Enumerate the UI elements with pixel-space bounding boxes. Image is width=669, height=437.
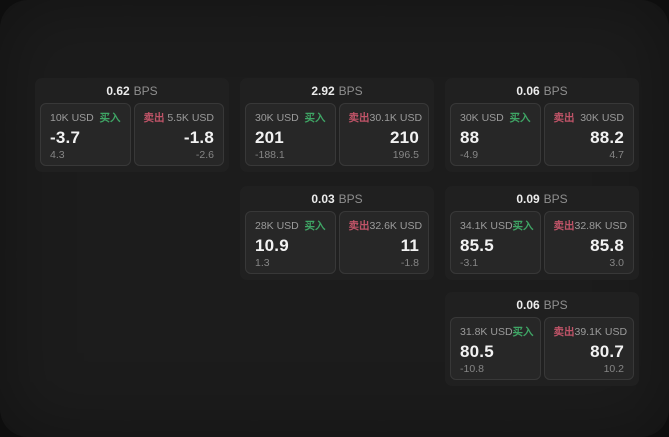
- buy-price-value: 10.9: [255, 235, 289, 255]
- buy-amount-label: 30K USD: [460, 112, 504, 124]
- sell-amount-label: 5.5K USD: [167, 112, 214, 124]
- buy-side-label: 买入: [304, 220, 326, 232]
- buy-change-value: -4.9: [460, 148, 479, 161]
- buy-side-label: 买入: [99, 112, 121, 124]
- sell-panel[interactable]: 卖出 32.8K USD 85.8 3.0: [543, 211, 634, 274]
- buy-panel[interactable]: 10K USD 买入 -3.7 4.3: [40, 103, 131, 166]
- bps-value: 0.03: [311, 191, 335, 206]
- sell-panel[interactable]: 卖出 30K USD 88.2 4.7: [543, 103, 634, 166]
- bps-unit-label: BPS: [543, 83, 568, 98]
- buy-change-value: -10.8: [460, 362, 484, 375]
- sell-price-value: -1.8: [183, 127, 214, 147]
- sell-price-value: 210: [390, 127, 419, 147]
- bps-unit-label: BPS: [543, 191, 568, 206]
- sell-panel[interactable]: 卖出 32.6K USD 11 -1.8: [338, 211, 429, 274]
- bps-value: 2.92: [311, 83, 335, 98]
- sell-side-label: 卖出: [348, 112, 370, 124]
- buy-change-value: -3.1: [460, 256, 479, 269]
- buy-amount-label: 28K USD: [255, 220, 299, 232]
- buy-panel[interactable]: 34.1K USD 买入 85.5 -3.1: [450, 211, 541, 274]
- sell-change-value: 3.0: [609, 256, 624, 269]
- quote-card-2: 2.92 BPS 30K USD 买入 201 -188.1 卖出 30.1K …: [240, 78, 434, 172]
- bps-unit-label: BPS: [543, 297, 568, 312]
- sell-change-value: 10.2: [603, 362, 624, 375]
- bps-unit-label: BPS: [338, 191, 363, 206]
- sell-panel[interactable]: 卖出 5.5K USD -1.8 -2.6: [133, 103, 224, 166]
- quote-card-5: 0.09 BPS 34.1K USD 买入 85.5 -3.1 卖出 32.8K…: [445, 186, 639, 280]
- buy-price-value: -3.7: [50, 127, 81, 147]
- sell-side-label: 卖出: [348, 220, 370, 232]
- sell-amount-label: 32.8K USD: [574, 220, 628, 232]
- bps-header: 0.09 BPS: [445, 186, 639, 211]
- bps-value: 0.62: [106, 83, 130, 98]
- sell-amount-label: 39.1K USD: [574, 326, 628, 338]
- sell-amount-label: 30.1K USD: [369, 112, 423, 124]
- bps-unit-label: BPS: [133, 83, 158, 98]
- sell-change-value: 4.7: [609, 148, 624, 161]
- buy-panel[interactable]: 30K USD 买入 201 -188.1: [245, 103, 336, 166]
- buy-panel[interactable]: 31.8K USD 买入 80.5 -10.8: [450, 317, 541, 380]
- sell-side-label: 卖出: [553, 326, 575, 338]
- bps-value: 0.06: [516, 83, 540, 98]
- buy-side-label: 买入: [512, 220, 534, 232]
- buy-amount-label: 31.8K USD: [460, 326, 513, 338]
- buy-change-value: -188.1: [255, 148, 285, 161]
- sell-panel[interactable]: 卖出 30.1K USD 210 196.5: [338, 103, 429, 166]
- sell-change-value: -2.6: [195, 148, 214, 161]
- buy-side-label: 买入: [304, 112, 326, 124]
- sell-change-value: -1.8: [400, 256, 419, 269]
- sell-price-value: 88.2: [590, 127, 624, 147]
- sell-price-value: 85.8: [590, 235, 624, 255]
- buy-price-value: 80.5: [460, 341, 494, 361]
- quote-card-3: 0.06 BPS 30K USD 买入 88 -4.9 卖出 30K USD 8…: [445, 78, 639, 172]
- buy-price-value: 201: [255, 127, 284, 147]
- buy-amount-label: 10K USD: [50, 112, 94, 124]
- buy-change-value: 4.3: [50, 148, 65, 161]
- sell-amount-label: 30K USD: [580, 112, 624, 124]
- sell-amount-label: 32.6K USD: [369, 220, 423, 232]
- bps-value: 0.09: [516, 191, 540, 206]
- sell-side-label: 卖出: [553, 112, 575, 124]
- buy-change-value: 1.3: [255, 256, 270, 269]
- bps-value: 0.06: [516, 297, 540, 312]
- buy-price-value: 88: [460, 127, 480, 147]
- bps-header: 0.62 BPS: [35, 78, 229, 103]
- sell-price-value: 80.7: [590, 341, 624, 361]
- bps-header: 0.06 BPS: [445, 78, 639, 103]
- quote-card-4: 0.03 BPS 28K USD 买入 10.9 1.3 卖出 32.6K US…: [240, 186, 434, 280]
- sell-panel[interactable]: 卖出 39.1K USD 80.7 10.2: [543, 317, 634, 380]
- buy-amount-label: 34.1K USD: [460, 220, 513, 232]
- buy-amount-label: 30K USD: [255, 112, 299, 124]
- bps-unit-label: BPS: [338, 83, 363, 98]
- sell-change-value: 196.5: [392, 148, 419, 161]
- bps-header: 0.03 BPS: [240, 186, 434, 211]
- quote-card-6: 0.06 BPS 31.8K USD 买入 80.5 -10.8 卖出 39.1…: [445, 292, 639, 386]
- bps-header: 0.06 BPS: [445, 292, 639, 317]
- bps-header: 2.92 BPS: [240, 78, 434, 103]
- buy-panel[interactable]: 28K USD 买入 10.9 1.3: [245, 211, 336, 274]
- buy-side-label: 买入: [509, 112, 531, 124]
- sell-side-label: 卖出: [553, 220, 575, 232]
- buy-price-value: 85.5: [460, 235, 494, 255]
- quote-card-1: 0.62 BPS 10K USD 买入 -3.7 4.3 卖出 5.5K USD…: [35, 78, 229, 172]
- sell-side-label: 卖出: [143, 112, 165, 124]
- buy-panel[interactable]: 30K USD 买入 88 -4.9: [450, 103, 541, 166]
- buy-side-label: 买入: [512, 326, 534, 338]
- sell-price-value: 11: [400, 235, 419, 255]
